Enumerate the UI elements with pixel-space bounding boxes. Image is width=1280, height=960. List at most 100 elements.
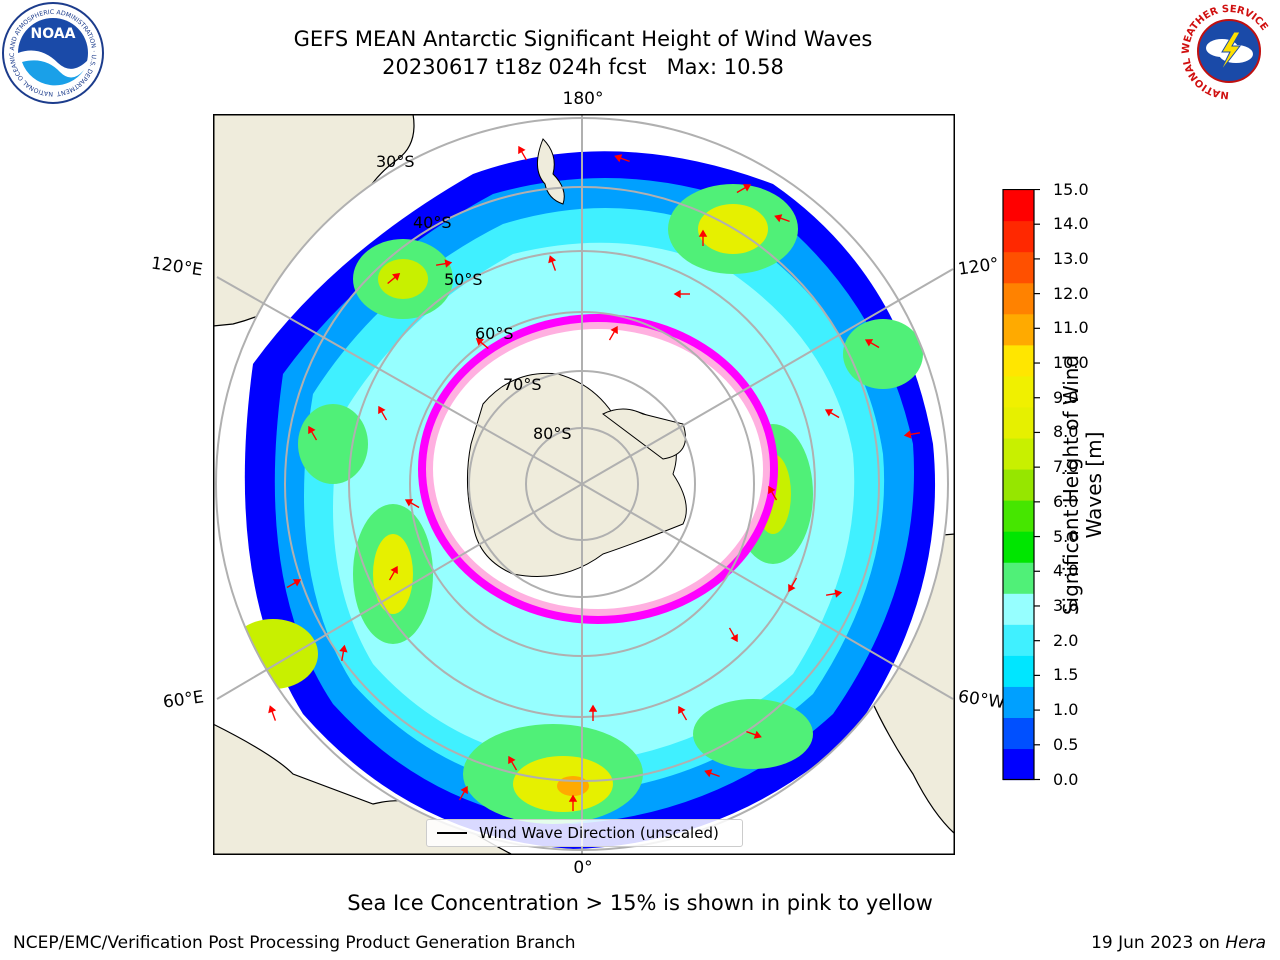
direction-arrow bbox=[788, 577, 798, 593]
direction-arrow bbox=[704, 769, 720, 778]
colorbar-band bbox=[1003, 220, 1034, 253]
colorbar-tick-label: 11.0 bbox=[1053, 318, 1089, 338]
direction-arrow bbox=[614, 154, 630, 163]
wind-wave-arrows bbox=[268, 145, 921, 811]
direction-arrow bbox=[736, 184, 752, 194]
chart-subtitle: 20230617 t18z 024h fcst Max: 10.58 bbox=[382, 55, 784, 79]
footer-host: Hera bbox=[1225, 933, 1266, 953]
lon-label-120w: 120° bbox=[956, 254, 1001, 280]
colorbar-tick-label: 14.0 bbox=[1053, 214, 1089, 234]
svg-text:NOAA: NOAA bbox=[31, 26, 76, 42]
colorbar-tick-label: 6.0 bbox=[1053, 491, 1079, 511]
lat-label-70s: 70°S bbox=[503, 375, 542, 394]
colorbar-tick-label: 0.0 bbox=[1053, 769, 1079, 789]
land-antarctic-peninsula bbox=[602, 408, 686, 460]
colorbar-tick-label: 0.5 bbox=[1053, 734, 1079, 754]
direction-arrow bbox=[903, 430, 921, 439]
colorbar-band bbox=[1003, 686, 1034, 718]
colorbar-band bbox=[1003, 468, 1034, 501]
colorbar-tick-label: 8.0 bbox=[1053, 422, 1079, 442]
direction-arrow bbox=[435, 259, 453, 268]
colorbar-tick-label: 9.0 bbox=[1053, 387, 1079, 407]
lon-label-60e: 60°E bbox=[161, 687, 206, 713]
direction-arrow bbox=[825, 589, 843, 598]
direction-arrow bbox=[378, 405, 388, 421]
colorbar-tick-label: 15.0 bbox=[1053, 179, 1089, 199]
colorbar-band bbox=[1003, 282, 1034, 315]
direction-arrow bbox=[387, 272, 401, 285]
direction-arrow bbox=[548, 255, 557, 271]
noaa-logo: NOAA NATIONAL OCEANIC AND ATMOSPHERIC AD… bbox=[0, 0, 104, 104]
direction-arrow bbox=[308, 425, 318, 441]
colorbar-tick-label: 4.0 bbox=[1053, 561, 1079, 581]
colorbar-band bbox=[1003, 437, 1034, 470]
direction-arrow bbox=[268, 705, 277, 721]
colorbar-band bbox=[1003, 189, 1034, 222]
colorbar-band bbox=[1003, 344, 1034, 377]
colorbar-band bbox=[1003, 375, 1034, 408]
storm-patch bbox=[298, 404, 368, 484]
direction-arrow bbox=[286, 579, 302, 589]
colorbar-tick-label: 2.0 bbox=[1053, 630, 1079, 650]
colorbar-band bbox=[1003, 251, 1034, 284]
colorbar-band bbox=[1003, 717, 1034, 750]
direction-arrow bbox=[518, 145, 528, 161]
legend-label: Wind Wave Direction (unscaled) bbox=[479, 824, 719, 842]
colorbar-band bbox=[1003, 655, 1034, 687]
colorbar-tick-label: 13.0 bbox=[1053, 248, 1089, 268]
lat-label-60s: 60°S bbox=[475, 324, 514, 343]
direction-arrow bbox=[864, 339, 880, 349]
lat-label-30s: 30°S bbox=[376, 152, 415, 171]
direction-arrow bbox=[746, 730, 762, 739]
colorbar-tick-label: 10.0 bbox=[1053, 353, 1089, 373]
colorbar-band bbox=[1003, 531, 1034, 563]
direction-arrow bbox=[673, 289, 690, 299]
colorbar-tick-label: 1.0 bbox=[1053, 700, 1079, 720]
colorbar-tick-label: 1.5 bbox=[1053, 665, 1079, 685]
colorbar-band bbox=[1003, 593, 1034, 625]
lon-label-0: 0° bbox=[573, 858, 593, 878]
direction-arrow bbox=[508, 755, 518, 771]
colorbar-band bbox=[1003, 313, 1034, 346]
colorbar-tick-label: 3.0 bbox=[1053, 595, 1079, 615]
colorbar-band bbox=[1003, 624, 1034, 656]
map-legend: Wind Wave Direction (unscaled) bbox=[426, 819, 743, 847]
colorbar-band bbox=[1003, 406, 1034, 439]
lat-label-80s: 80°S bbox=[533, 424, 572, 443]
direction-arrow bbox=[774, 214, 790, 223]
direction-arrow bbox=[678, 705, 688, 721]
colorbar-tick-label: 12.0 bbox=[1053, 283, 1089, 303]
direction-arrow bbox=[388, 565, 398, 581]
direction-arrow bbox=[728, 627, 738, 643]
footer-date: 19 Jun 2023 on Hera bbox=[1091, 932, 1266, 954]
direction-arrow bbox=[568, 794, 578, 811]
chart-title: GEFS MEAN Antarctic Significant Height o… bbox=[293, 27, 873, 51]
colorbar-band bbox=[1003, 748, 1034, 781]
storm-patch bbox=[557, 776, 589, 796]
footer-org: NCEP/EMC/Verification Post Processing Pr… bbox=[13, 933, 576, 953]
storm-patch bbox=[378, 259, 428, 299]
storm-patch bbox=[843, 319, 923, 389]
colorbar-band bbox=[1003, 562, 1034, 594]
lon-label-180: 180° bbox=[562, 89, 604, 109]
nws-logo: NATIONAL WEATHER SERVICE bbox=[1180, 2, 1278, 100]
direction-arrow bbox=[608, 325, 618, 341]
legend-line-icon bbox=[437, 832, 467, 834]
direction-arrow bbox=[588, 704, 598, 721]
sea-ice-note: Sea Ice Concentration > 15% is shown in … bbox=[347, 891, 933, 915]
footer-date-text: 19 Jun 2023 on bbox=[1091, 933, 1226, 953]
colorbar bbox=[1002, 189, 1040, 781]
direction-arrow bbox=[458, 785, 468, 801]
colorbar-band bbox=[1003, 500, 1034, 532]
direction-arrow bbox=[475, 337, 489, 350]
lon-label-120e: 120°E bbox=[149, 253, 204, 281]
lon-label-60w: 60°W bbox=[956, 686, 1007, 714]
direction-arrow bbox=[404, 499, 420, 509]
direction-arrow bbox=[824, 409, 840, 419]
colorbar-tick-label: 7.0 bbox=[1053, 457, 1079, 477]
lat-label-50s: 50°S bbox=[444, 270, 483, 289]
colorbar-title: Significant Height of Wind Waves [m] bbox=[1059, 354, 1106, 616]
direction-arrow bbox=[339, 644, 348, 662]
map-frame bbox=[213, 114, 955, 855]
graticule bbox=[215, 114, 954, 855]
